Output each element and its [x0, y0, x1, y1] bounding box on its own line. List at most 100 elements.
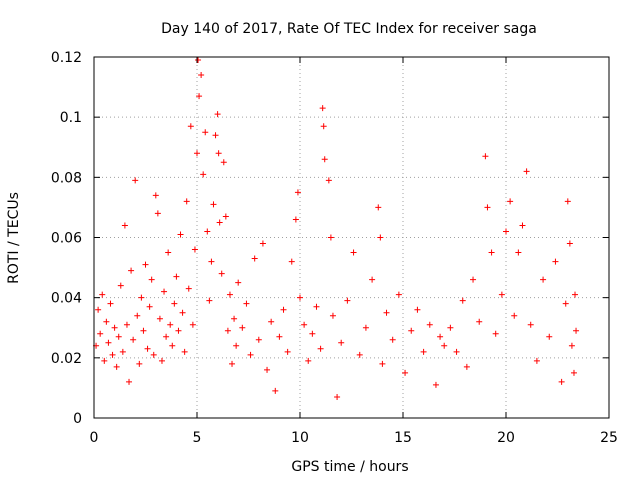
data-point — [212, 132, 219, 139]
data-point — [511, 312, 518, 319]
data-point — [144, 345, 151, 352]
data-point — [181, 348, 188, 355]
data-point — [301, 321, 308, 328]
data-point — [165, 249, 172, 256]
data-point — [414, 306, 421, 313]
data-point — [377, 234, 384, 241]
y-tick-label: 0.06 — [51, 231, 82, 247]
data-point — [206, 297, 213, 304]
data-point — [540, 276, 547, 283]
data-point — [117, 282, 124, 289]
data-point — [447, 324, 454, 331]
data-point — [163, 333, 170, 340]
data-point — [327, 234, 334, 241]
data-point — [167, 321, 174, 328]
y-axis-ticks: 0 0.02 0.04 0.06 0.08 0.1 0.12 — [51, 50, 609, 427]
data-point — [507, 198, 514, 205]
data-point — [215, 150, 222, 157]
data-point — [103, 318, 110, 325]
data-point — [226, 291, 233, 298]
data-point — [214, 111, 221, 118]
data-point — [313, 303, 320, 310]
data-point — [552, 258, 559, 265]
x-tick-label: 0 — [90, 430, 99, 446]
data-point — [369, 276, 376, 283]
data-point — [533, 357, 540, 364]
data-point — [121, 222, 128, 229]
data-point — [453, 348, 460, 355]
x-tick-label: 20 — [497, 430, 515, 446]
data-point — [573, 327, 580, 334]
data-point — [264, 366, 271, 373]
data-point — [562, 300, 569, 307]
data-point — [222, 213, 229, 220]
data-point — [251, 255, 258, 262]
data-point — [99, 291, 106, 298]
data-point — [564, 198, 571, 205]
data-point — [196, 93, 203, 100]
data-point — [284, 348, 291, 355]
data-point — [175, 327, 182, 334]
x-tick-label: 15 — [394, 430, 412, 446]
data-point — [146, 303, 153, 310]
data-point — [109, 351, 116, 358]
data-point — [519, 222, 526, 229]
data-point — [97, 330, 104, 337]
data-point — [321, 156, 328, 163]
data-point — [111, 324, 118, 331]
data-point — [154, 210, 161, 217]
data-point — [255, 336, 262, 343]
data-point — [105, 339, 112, 346]
data-point — [389, 336, 396, 343]
data-point — [527, 321, 534, 328]
data-point — [231, 315, 238, 322]
data-point — [247, 351, 254, 358]
data-point — [338, 339, 345, 346]
data-point — [566, 240, 573, 247]
data-point — [476, 318, 483, 325]
data-point — [426, 321, 433, 328]
y-tick-label: 0.04 — [51, 291, 82, 307]
data-point — [276, 333, 283, 340]
data-point — [171, 300, 178, 307]
data-point — [128, 267, 135, 274]
data-point — [218, 270, 225, 277]
data-point — [420, 348, 427, 355]
data-point — [150, 351, 157, 358]
data-point — [233, 342, 240, 349]
y-axis-label: ROTI / TECUs — [6, 192, 22, 284]
data-point — [568, 342, 575, 349]
data-point — [334, 393, 341, 400]
data-point — [113, 363, 120, 370]
data-point — [317, 345, 324, 352]
data-point — [432, 381, 439, 388]
data-point — [259, 240, 266, 247]
data-point — [379, 360, 386, 367]
data-point — [402, 369, 409, 376]
y-tick-label: 0.02 — [51, 351, 82, 367]
data-point — [148, 276, 155, 283]
plot-frame — [93, 56, 610, 419]
data-point — [292, 216, 299, 223]
data-point — [152, 192, 159, 199]
data-point — [189, 321, 196, 328]
data-point — [498, 291, 505, 298]
data-point — [558, 378, 565, 385]
data-point — [101, 357, 108, 364]
data-point — [95, 306, 102, 313]
data-point — [470, 276, 477, 283]
data-point — [123, 321, 130, 328]
data-point — [239, 324, 246, 331]
data-point — [200, 171, 207, 178]
data-point — [482, 153, 489, 160]
data-point — [126, 378, 133, 385]
data-point — [463, 363, 470, 370]
data-point — [185, 285, 192, 292]
data-point — [375, 204, 382, 211]
data-point — [134, 312, 141, 319]
data-point — [356, 351, 363, 358]
data-point — [142, 261, 149, 268]
data-point — [202, 129, 209, 136]
y-tick-label: 0.08 — [51, 170, 82, 186]
